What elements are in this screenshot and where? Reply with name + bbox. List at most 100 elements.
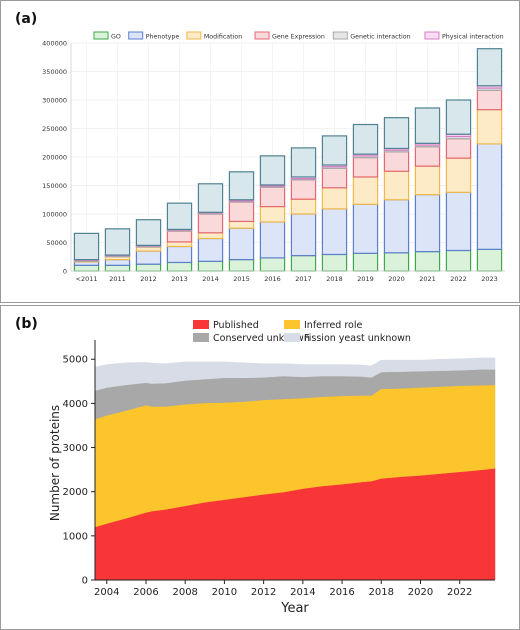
bar-segment bbox=[104, 259, 131, 266]
bar-segment bbox=[321, 208, 348, 256]
bar-segment bbox=[383, 199, 410, 254]
x-tick-label: 2018 bbox=[326, 275, 343, 283]
panel-a: (a) 0 50000 100000 150000 200000 250000 300000… bbox=[0, 0, 520, 303]
x-tick-label: 2022 bbox=[447, 587, 472, 598]
bar-segment bbox=[290, 198, 317, 215]
legend-swatch bbox=[284, 320, 300, 329]
x-tick-label: 2017 bbox=[295, 275, 312, 283]
y-tick-label: 250000 bbox=[42, 125, 67, 133]
bar-segment bbox=[414, 107, 441, 144]
bar-segment bbox=[73, 264, 100, 272]
y-tick-label: 300000 bbox=[42, 97, 67, 105]
legend-label: Inferred role bbox=[304, 320, 362, 331]
y-tick-label: 100000 bbox=[42, 211, 67, 219]
bar-segment bbox=[445, 191, 472, 252]
x-tick-label: 2004 bbox=[94, 587, 119, 598]
bar-segment bbox=[476, 143, 503, 250]
x-tick-label: 2020 bbox=[408, 587, 433, 598]
x-tick-label: 2010 bbox=[212, 587, 237, 598]
bar-segment bbox=[290, 147, 317, 178]
panel-a-letter: (a) bbox=[15, 11, 38, 27]
bar-segment bbox=[166, 202, 193, 230]
x-tick-label: 2012 bbox=[251, 587, 276, 598]
bar-segment bbox=[352, 156, 379, 178]
bar-segment bbox=[228, 220, 255, 229]
bar-segment bbox=[352, 123, 379, 155]
panel-b-letter: (b) bbox=[15, 316, 38, 332]
bar-segment bbox=[352, 176, 379, 205]
bar-segment bbox=[197, 232, 224, 240]
legend: GO Phenotype Modification Gene Expression Ge… bbox=[93, 31, 504, 41]
x-tick-label: 2016 bbox=[329, 587, 354, 598]
bar-segment bbox=[73, 232, 100, 261]
bar-segment bbox=[166, 261, 193, 272]
area-fission-yeast-unknown bbox=[94, 357, 496, 391]
legend-swatch bbox=[284, 333, 300, 342]
legend-swatch bbox=[128, 31, 144, 40]
y-tick-label: 0 bbox=[82, 576, 88, 587]
bar-segment bbox=[321, 253, 348, 272]
stacked-area-chart: 0 1000 2000 3000 4000 5000 2004 2006 2008 2010 201… bbox=[48, 320, 496, 616]
bar-segment bbox=[414, 194, 441, 253]
legend-swatch bbox=[93, 31, 109, 40]
bar-segment bbox=[104, 264, 131, 272]
y-tick-label: 150000 bbox=[42, 182, 67, 190]
x-tick-label: 2018 bbox=[369, 587, 394, 598]
legend-label: Physical interaction bbox=[442, 34, 504, 41]
bar-segment bbox=[352, 203, 379, 254]
bar-segment bbox=[228, 201, 255, 223]
y-tick-label: 2000 bbox=[63, 487, 88, 498]
legend-label: Published bbox=[213, 320, 259, 331]
bar-segment bbox=[383, 252, 410, 272]
bar-segment bbox=[259, 205, 286, 223]
bar-segment bbox=[290, 179, 317, 200]
bar-segment bbox=[383, 117, 410, 150]
legend-swatch bbox=[193, 320, 209, 329]
bar-segment bbox=[135, 250, 162, 265]
x-tick-label: 2022 bbox=[450, 275, 467, 283]
y-tick-label: 1000 bbox=[63, 531, 88, 542]
y-axis-label: Number of proteins bbox=[48, 405, 62, 521]
bar-segment bbox=[445, 138, 472, 159]
y-tick-label: 5000 bbox=[63, 355, 88, 366]
legend-swatch bbox=[193, 333, 209, 342]
bar-segment bbox=[259, 221, 286, 259]
bar-segment bbox=[445, 157, 472, 193]
bar-segment bbox=[414, 165, 441, 196]
bar-segment bbox=[166, 230, 193, 243]
legend-swatch bbox=[424, 31, 440, 40]
bar-segment bbox=[259, 186, 286, 208]
y-tick-label: 4000 bbox=[63, 399, 88, 410]
y-tick-label: 3000 bbox=[63, 443, 88, 454]
bar-segment bbox=[321, 187, 348, 210]
x-tick-label: 2019 bbox=[357, 275, 374, 283]
bar-segment bbox=[197, 183, 224, 213]
bar-segment bbox=[414, 251, 441, 272]
bar-segment bbox=[104, 228, 131, 256]
bar-segment bbox=[197, 237, 224, 262]
legend-label: Gene Expression bbox=[272, 34, 325, 41]
bar-segment bbox=[383, 151, 410, 172]
bar-segment bbox=[476, 48, 503, 87]
y-tick-label: 400000 bbox=[42, 40, 67, 48]
bar-segment bbox=[352, 252, 379, 272]
bar-segment bbox=[445, 249, 472, 272]
bar-segment bbox=[476, 248, 503, 272]
panel-b: (b) 0 1000 2000 3000 4000 5000 2004 2006 2008 201… bbox=[0, 305, 520, 630]
bar-segment bbox=[290, 213, 317, 257]
bar-segment bbox=[228, 227, 255, 261]
x-tick-label: 2006 bbox=[133, 587, 158, 598]
x-tick-label: 2008 bbox=[172, 587, 197, 598]
y-tick-label: 50000 bbox=[46, 239, 67, 247]
bar-segment bbox=[414, 146, 441, 167]
x-tick-label: 2015 bbox=[233, 275, 250, 283]
bar-segment bbox=[135, 219, 162, 246]
legend-swatch bbox=[332, 31, 348, 40]
bar-segment bbox=[166, 245, 193, 264]
x-tick-label: 2011 bbox=[109, 275, 126, 283]
x-tick-label: 2014 bbox=[202, 275, 219, 283]
x-tick-label: 2013 bbox=[171, 275, 188, 283]
bar-segment bbox=[135, 263, 162, 272]
bar-segment bbox=[321, 167, 348, 189]
x-tick-label: 2016 bbox=[264, 275, 281, 283]
